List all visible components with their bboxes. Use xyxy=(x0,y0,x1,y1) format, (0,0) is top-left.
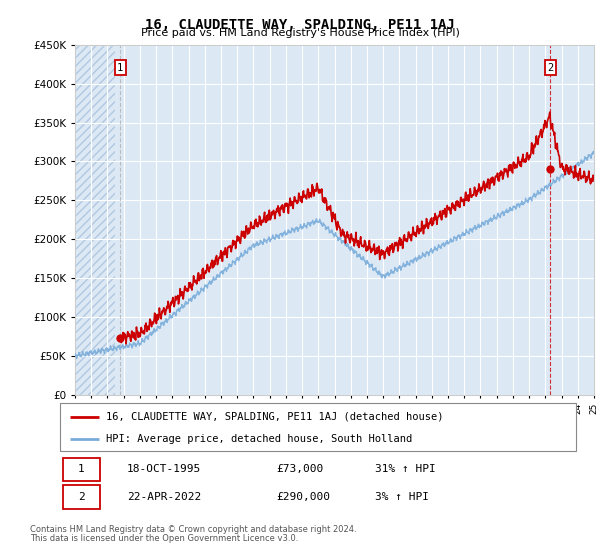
Text: £290,000: £290,000 xyxy=(277,492,331,502)
Text: 2: 2 xyxy=(547,63,553,73)
Text: 22-APR-2022: 22-APR-2022 xyxy=(127,492,202,502)
Text: 18-OCT-1995: 18-OCT-1995 xyxy=(127,464,202,474)
Text: 16, CLAUDETTE WAY, SPALDING, PE11 1AJ: 16, CLAUDETTE WAY, SPALDING, PE11 1AJ xyxy=(145,18,455,32)
Text: 1: 1 xyxy=(78,464,85,474)
FancyBboxPatch shape xyxy=(60,403,576,451)
Text: 3% ↑ HPI: 3% ↑ HPI xyxy=(375,492,429,502)
FancyBboxPatch shape xyxy=(62,458,100,481)
Text: 31% ↑ HPI: 31% ↑ HPI xyxy=(375,464,436,474)
Text: 1: 1 xyxy=(117,63,124,73)
Text: 16, CLAUDETTE WAY, SPALDING, PE11 1AJ (detached house): 16, CLAUDETTE WAY, SPALDING, PE11 1AJ (d… xyxy=(106,412,444,422)
FancyBboxPatch shape xyxy=(62,486,100,509)
Text: Price paid vs. HM Land Registry's House Price Index (HPI): Price paid vs. HM Land Registry's House … xyxy=(140,28,460,38)
Text: This data is licensed under the Open Government Licence v3.0.: This data is licensed under the Open Gov… xyxy=(30,534,298,543)
Text: 2: 2 xyxy=(78,492,85,502)
Text: HPI: Average price, detached house, South Holland: HPI: Average price, detached house, Sout… xyxy=(106,434,413,444)
Text: Contains HM Land Registry data © Crown copyright and database right 2024.: Contains HM Land Registry data © Crown c… xyxy=(30,525,356,534)
Text: £73,000: £73,000 xyxy=(277,464,324,474)
